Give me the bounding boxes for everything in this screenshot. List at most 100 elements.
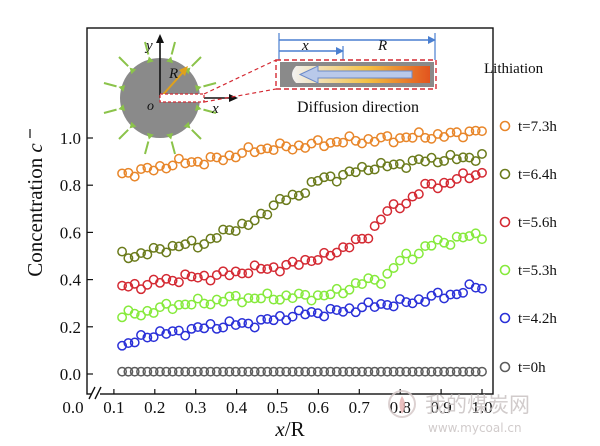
data-point — [312, 255, 323, 265]
data-point — [325, 366, 336, 377]
inset-particle-diagram: y x R o — [103, 34, 277, 155]
x-axis-title: x/R — [274, 417, 304, 441]
data-point — [199, 239, 210, 249]
data-point — [117, 246, 128, 257]
data-point — [369, 164, 380, 175]
data-point — [426, 240, 437, 251]
data-point — [142, 162, 153, 173]
data-point — [394, 203, 405, 214]
data-point — [249, 293, 260, 304]
data-point — [186, 235, 197, 246]
flux-arrow — [191, 56, 202, 67]
data-point — [161, 298, 172, 309]
data-point — [350, 307, 361, 318]
data-point — [293, 366, 304, 377]
data-point — [413, 189, 424, 200]
data-point — [376, 278, 386, 289]
data-point — [350, 135, 361, 146]
leader-line-bottom — [203, 88, 277, 103]
data-point — [129, 366, 140, 377]
data-point — [464, 366, 475, 377]
data-point — [451, 231, 462, 242]
data-point — [319, 290, 330, 301]
data-point — [186, 157, 197, 168]
data-point — [376, 366, 386, 377]
data-point — [167, 366, 178, 377]
data-point — [136, 164, 146, 175]
series-layer — [117, 125, 487, 377]
data-point — [262, 143, 273, 154]
data-point — [268, 200, 279, 211]
data-point — [357, 302, 367, 313]
data-point — [477, 283, 487, 294]
inset-x-arrowhead — [229, 94, 238, 102]
data-point — [312, 290, 323, 301]
data-point — [268, 294, 279, 305]
data-point — [458, 287, 469, 298]
flux-arrow — [103, 108, 117, 114]
data-point — [388, 366, 399, 377]
diffusion-caption: Diffusion direction — [297, 99, 419, 116]
data-point — [363, 165, 374, 176]
data-point — [274, 266, 285, 277]
data-point — [388, 159, 399, 170]
data-point — [148, 242, 159, 253]
data-point — [142, 249, 153, 260]
data-point — [394, 255, 405, 266]
data-point — [230, 290, 241, 301]
data-point — [458, 168, 469, 179]
data-point — [477, 148, 487, 159]
data-point — [211, 232, 222, 243]
series-t=5.3h — [117, 228, 487, 323]
data-point — [256, 366, 266, 377]
data-point — [344, 284, 355, 295]
data-point — [136, 366, 146, 377]
data-point — [470, 170, 481, 181]
data-point — [445, 366, 456, 377]
data-point — [161, 247, 172, 258]
legend-label: t=7.3h — [518, 119, 557, 135]
data-point — [477, 126, 487, 137]
data-point — [129, 337, 140, 348]
data-point — [268, 145, 279, 156]
data-point — [167, 240, 178, 251]
data-point — [477, 167, 487, 178]
data-point — [218, 155, 229, 166]
data-point — [256, 144, 266, 155]
legend-marker — [499, 361, 511, 373]
watermark-flame-icon — [399, 396, 405, 414]
data-point — [237, 366, 248, 377]
data-point — [344, 166, 355, 177]
data-point — [281, 366, 292, 377]
data-point — [199, 366, 210, 377]
data-point — [230, 226, 241, 237]
data-point — [218, 322, 229, 333]
data-point — [205, 319, 216, 329]
flux-arrowhead — [194, 85, 202, 92]
data-point — [117, 340, 128, 351]
legend-marker — [499, 312, 511, 324]
data-point — [287, 293, 298, 304]
data-point — [451, 289, 462, 300]
flux-arrow — [170, 141, 176, 155]
data-point — [445, 240, 456, 250]
data-point — [413, 248, 424, 259]
data-point — [180, 330, 191, 341]
data-point — [363, 366, 374, 377]
data-point — [357, 279, 367, 289]
data-point — [287, 189, 298, 200]
data-point — [293, 140, 304, 151]
watermark-text: 我的煤炭网 — [425, 393, 530, 417]
data-point — [439, 237, 450, 248]
data-point — [331, 247, 342, 258]
segment-x-label: x — [301, 38, 309, 54]
y-tick-label: 0.8 — [60, 176, 81, 195]
data-point — [407, 366, 418, 377]
radius-arrowhead — [179, 66, 188, 76]
data-point — [199, 298, 210, 309]
inset-y-label: y — [144, 38, 153, 54]
data-point — [262, 288, 273, 299]
inset-radius-label: R — [168, 66, 178, 82]
series-t=6.4h — [117, 148, 487, 264]
data-point — [123, 281, 134, 292]
